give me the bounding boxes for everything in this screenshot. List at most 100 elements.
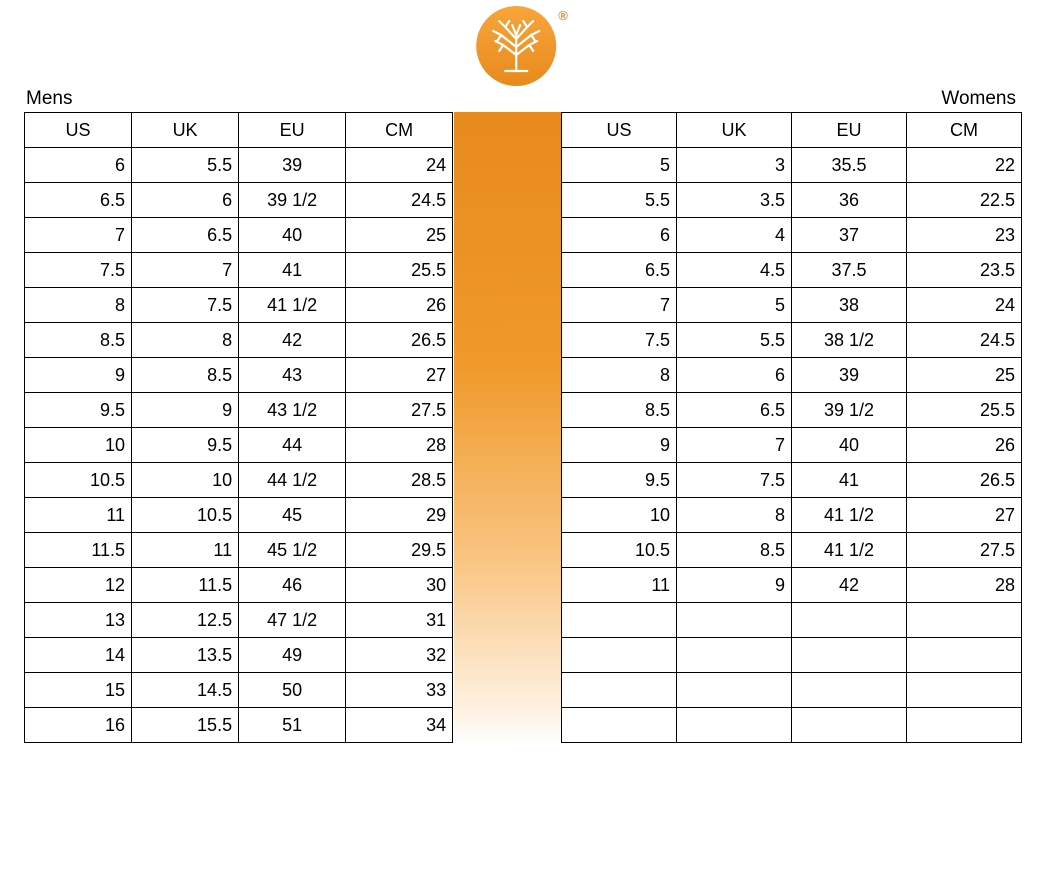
cell: 40 bbox=[239, 218, 346, 253]
table-row: 87.541 1/226 bbox=[25, 288, 453, 323]
cell: 23.5 bbox=[907, 253, 1022, 288]
cell: 8.5 bbox=[677, 533, 792, 568]
cell: 7 bbox=[25, 218, 132, 253]
cell: 37 bbox=[792, 218, 907, 253]
table-row bbox=[562, 708, 1022, 743]
cell: 12 bbox=[25, 568, 132, 603]
cell bbox=[562, 708, 677, 743]
cell: 15.5 bbox=[132, 708, 239, 743]
cell: 6 bbox=[677, 358, 792, 393]
cell: 6.5 bbox=[677, 393, 792, 428]
cell: 8.5 bbox=[562, 393, 677, 428]
cell: 7 bbox=[677, 428, 792, 463]
cell: 8.5 bbox=[25, 323, 132, 358]
cell: 26.5 bbox=[907, 463, 1022, 498]
table-row: 1514.55033 bbox=[25, 673, 453, 708]
cell: 26.5 bbox=[346, 323, 453, 358]
cell: 11 bbox=[562, 568, 677, 603]
cell: 36 bbox=[792, 183, 907, 218]
table-row: 11.51145 1/229.5 bbox=[25, 533, 453, 568]
cell: 5.5 bbox=[132, 148, 239, 183]
cell: 45 1/2 bbox=[239, 533, 346, 568]
cell: 43 1/2 bbox=[239, 393, 346, 428]
table-row: 8.56.539 1/225.5 bbox=[562, 393, 1022, 428]
cell: 26 bbox=[907, 428, 1022, 463]
cell: 24.5 bbox=[907, 323, 1022, 358]
cell: 6.5 bbox=[25, 183, 132, 218]
cell: 11 bbox=[132, 533, 239, 568]
cell: 9.5 bbox=[132, 428, 239, 463]
cell: 47 1/2 bbox=[239, 603, 346, 638]
mens-label: Mens bbox=[24, 88, 454, 110]
table-row: 1615.55134 bbox=[25, 708, 453, 743]
cell: 25.5 bbox=[346, 253, 453, 288]
table-row: 109.54428 bbox=[25, 428, 453, 463]
cell: 43 bbox=[239, 358, 346, 393]
cell: 49 bbox=[239, 638, 346, 673]
table-row: 1211.54630 bbox=[25, 568, 453, 603]
cell: 23 bbox=[907, 218, 1022, 253]
cell: 3.5 bbox=[677, 183, 792, 218]
cell: 9.5 bbox=[25, 393, 132, 428]
table-row: 863925 bbox=[562, 358, 1022, 393]
cell: 10 bbox=[132, 463, 239, 498]
table-row: 753824 bbox=[562, 288, 1022, 323]
cell: 8 bbox=[132, 323, 239, 358]
table-row: 643723 bbox=[562, 218, 1022, 253]
table-row: 9.57.54126.5 bbox=[562, 463, 1022, 498]
cell bbox=[792, 638, 907, 673]
col-eu: EU bbox=[792, 113, 907, 148]
cell: 22.5 bbox=[907, 183, 1022, 218]
cell bbox=[907, 603, 1022, 638]
cell: 41 1/2 bbox=[792, 498, 907, 533]
cell: 24.5 bbox=[346, 183, 453, 218]
cell: 25.5 bbox=[907, 393, 1022, 428]
cell bbox=[562, 603, 677, 638]
cell: 10.5 bbox=[25, 463, 132, 498]
cell: 6.5 bbox=[562, 253, 677, 288]
cell: 42 bbox=[239, 323, 346, 358]
col-us: US bbox=[562, 113, 677, 148]
cell: 32 bbox=[346, 638, 453, 673]
cell: 27 bbox=[346, 358, 453, 393]
cell: 24 bbox=[907, 288, 1022, 323]
cell: 8 bbox=[677, 498, 792, 533]
cell: 38 bbox=[792, 288, 907, 323]
cell bbox=[907, 673, 1022, 708]
cell: 11.5 bbox=[132, 568, 239, 603]
cell: 10 bbox=[562, 498, 677, 533]
cell: 3 bbox=[677, 148, 792, 183]
cell bbox=[792, 603, 907, 638]
cell: 44 1/2 bbox=[239, 463, 346, 498]
cell bbox=[907, 638, 1022, 673]
cell bbox=[907, 708, 1022, 743]
cell: 14 bbox=[25, 638, 132, 673]
cell: 39 bbox=[792, 358, 907, 393]
cell: 25 bbox=[907, 358, 1022, 393]
cell: 7.5 bbox=[25, 253, 132, 288]
cell: 6 bbox=[562, 218, 677, 253]
table-row: 6.5639 1/224.5 bbox=[25, 183, 453, 218]
cell: 9 bbox=[677, 568, 792, 603]
cell: 7 bbox=[132, 253, 239, 288]
cell: 4.5 bbox=[677, 253, 792, 288]
table-row bbox=[562, 638, 1022, 673]
cell: 30 bbox=[346, 568, 453, 603]
cell: 12.5 bbox=[132, 603, 239, 638]
cell: 34 bbox=[346, 708, 453, 743]
cell: 6.5 bbox=[132, 218, 239, 253]
cell: 11.5 bbox=[25, 533, 132, 568]
cell bbox=[562, 673, 677, 708]
cell: 5 bbox=[677, 288, 792, 323]
cell: 15 bbox=[25, 673, 132, 708]
cell: 11 bbox=[25, 498, 132, 533]
table-row: 10.51044 1/228.5 bbox=[25, 463, 453, 498]
col-uk: UK bbox=[677, 113, 792, 148]
cell: 7 bbox=[562, 288, 677, 323]
cell: 28 bbox=[346, 428, 453, 463]
table-row: 10841 1/227 bbox=[562, 498, 1022, 533]
cell: 41 1/2 bbox=[792, 533, 907, 568]
cell: 7.5 bbox=[562, 323, 677, 358]
cell: 41 bbox=[239, 253, 346, 288]
table-row bbox=[562, 603, 1022, 638]
